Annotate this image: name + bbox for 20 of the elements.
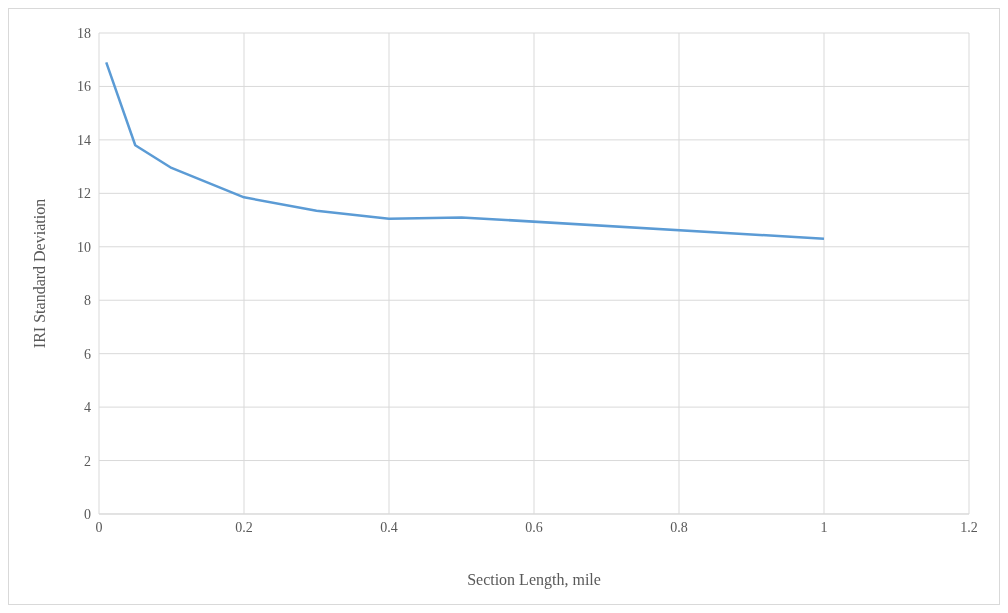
x-axis-title: Section Length, mile: [467, 571, 601, 590]
x-tick-label: 0.8: [670, 519, 688, 535]
x-tick-label: 0.6: [525, 519, 543, 535]
y-tick-label: 6: [84, 346, 91, 362]
y-tick-label: 0: [84, 506, 91, 522]
x-tick-label: 0.4: [380, 519, 398, 535]
x-tick-label: 1: [820, 519, 828, 535]
y-tick-label: 12: [77, 186, 91, 202]
y-tick-label: 8: [84, 293, 91, 309]
line-series: [105, 61, 826, 241]
y-axis-title: IRI Standard Deviation: [30, 198, 48, 349]
x-tick-label: 1.2: [960, 519, 978, 535]
y-tick-label: 10: [77, 239, 91, 255]
y-tick-label: 18: [77, 25, 91, 41]
x-tick-label: 0.2: [235, 519, 253, 535]
y-tick-label: 16: [77, 79, 91, 95]
y-tick-label: 4: [84, 400, 91, 416]
y-tick-label: 14: [77, 132, 91, 148]
x-tick-label: 0: [95, 519, 103, 535]
y-tick-label: 2: [84, 453, 91, 469]
